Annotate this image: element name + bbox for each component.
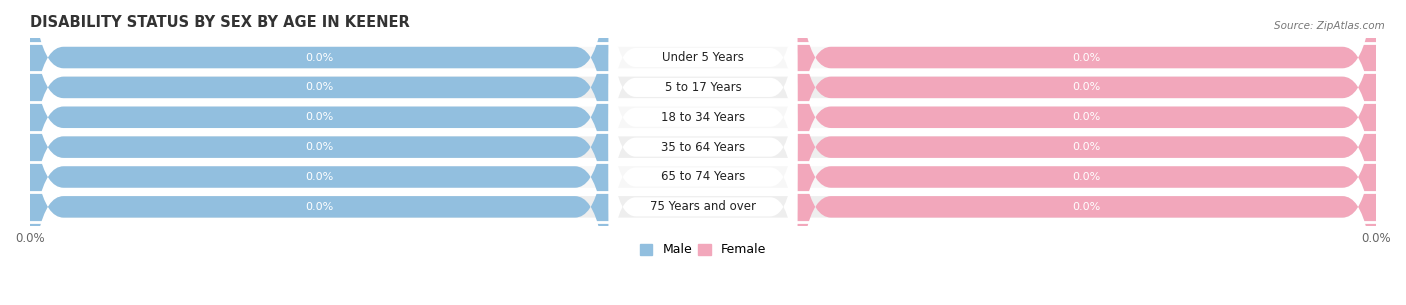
Text: 5 to 17 Years: 5 to 17 Years: [665, 81, 741, 94]
FancyBboxPatch shape: [30, 68, 1376, 305]
FancyBboxPatch shape: [30, 0, 609, 226]
FancyBboxPatch shape: [30, 38, 609, 305]
FancyBboxPatch shape: [609, 97, 797, 305]
FancyBboxPatch shape: [30, 0, 609, 196]
Text: 0.0%: 0.0%: [1073, 202, 1101, 212]
Text: 0.0%: 0.0%: [305, 142, 333, 152]
Text: 75 Years and over: 75 Years and over: [650, 200, 756, 214]
Text: 0.0%: 0.0%: [1073, 142, 1101, 152]
Text: 0.0%: 0.0%: [305, 202, 333, 212]
Text: 65 to 74 Years: 65 to 74 Years: [661, 170, 745, 184]
FancyBboxPatch shape: [797, 0, 1376, 196]
Text: 0.0%: 0.0%: [1073, 52, 1101, 63]
Text: Under 5 Years: Under 5 Years: [662, 51, 744, 64]
Text: 0.0%: 0.0%: [305, 82, 333, 92]
FancyBboxPatch shape: [609, 0, 797, 197]
Text: 0.0%: 0.0%: [305, 112, 333, 122]
FancyBboxPatch shape: [797, 68, 1376, 305]
FancyBboxPatch shape: [30, 9, 609, 286]
FancyBboxPatch shape: [30, 9, 1376, 286]
FancyBboxPatch shape: [609, 0, 797, 167]
FancyBboxPatch shape: [609, 7, 797, 227]
FancyBboxPatch shape: [609, 67, 797, 287]
Text: 0.0%: 0.0%: [305, 52, 333, 63]
FancyBboxPatch shape: [30, 0, 609, 256]
FancyBboxPatch shape: [30, 0, 1376, 256]
Text: 35 to 64 Years: 35 to 64 Years: [661, 141, 745, 154]
Text: 0.0%: 0.0%: [1073, 112, 1101, 122]
Text: Source: ZipAtlas.com: Source: ZipAtlas.com: [1274, 21, 1385, 31]
FancyBboxPatch shape: [797, 38, 1376, 305]
Text: DISABILITY STATUS BY SEX BY AGE IN KEENER: DISABILITY STATUS BY SEX BY AGE IN KEENE…: [30, 15, 409, 30]
FancyBboxPatch shape: [797, 9, 1376, 286]
Text: 0.0%: 0.0%: [305, 172, 333, 182]
Text: 18 to 34 Years: 18 to 34 Years: [661, 111, 745, 124]
Text: 0.0%: 0.0%: [1073, 172, 1101, 182]
FancyBboxPatch shape: [797, 0, 1376, 226]
Legend: Male, Female: Male, Female: [636, 239, 770, 261]
FancyBboxPatch shape: [30, 38, 1376, 305]
Text: 0.0%: 0.0%: [1073, 82, 1101, 92]
FancyBboxPatch shape: [30, 0, 1376, 226]
FancyBboxPatch shape: [797, 0, 1376, 256]
FancyBboxPatch shape: [30, 0, 1376, 196]
FancyBboxPatch shape: [609, 37, 797, 257]
FancyBboxPatch shape: [30, 68, 609, 305]
